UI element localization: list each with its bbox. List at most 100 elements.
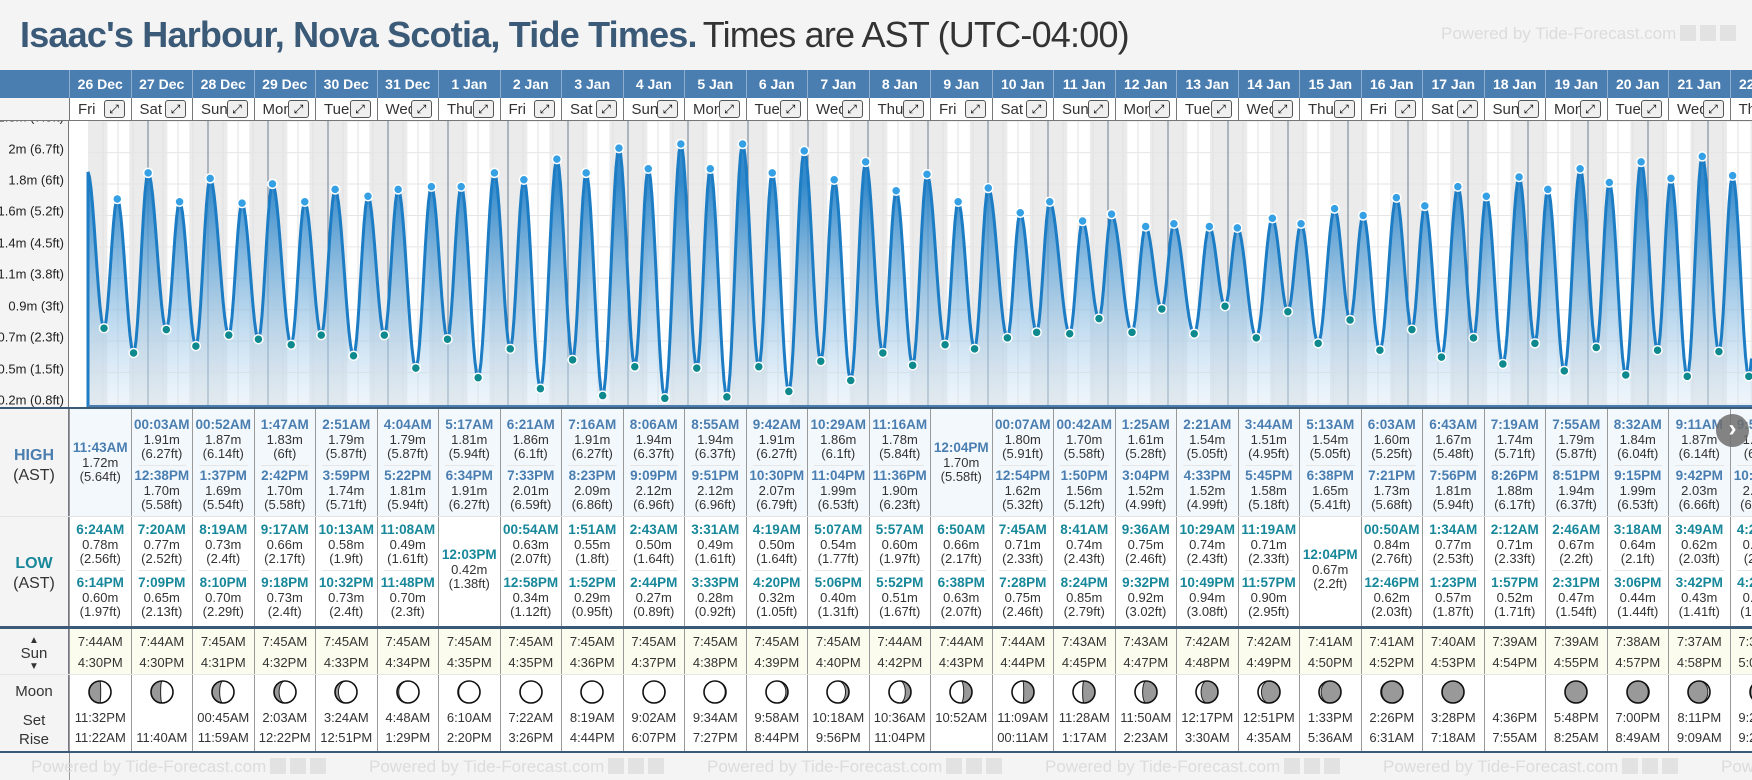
low-tide-event: 8:41AM 0.74m (2.43ft) xyxy=(1054,522,1115,567)
low-tide-cell: 11:19AM 0.71m (2.33ft) 11:57PM 0.90m (2.95ft) xyxy=(1237,517,1300,626)
high-tide-event: 10:29AM 1.86m (6.1ft) xyxy=(808,417,869,462)
weekday-cell: Sun ⤢ xyxy=(1483,98,1546,120)
y-axis-tick-label: 1.1m (3.8ft) xyxy=(0,266,64,282)
low-tide-height-m: 0.77m xyxy=(1435,536,1472,552)
low-tide-height-ft: (1.97ft) xyxy=(879,551,921,566)
high-tide-time: 8:26PM xyxy=(1491,468,1539,483)
expand-day-button[interactable]: ⤢ xyxy=(780,100,801,118)
moonrise-time: 7:55AM xyxy=(1492,730,1538,745)
high-tide-point xyxy=(1452,181,1464,192)
sun-cell: 7:39AM 4:55PM xyxy=(1545,629,1607,674)
sun-cell: 7:41AM 4:50PM xyxy=(1299,629,1361,674)
sunset-time: 4:58PM xyxy=(1676,655,1722,670)
moon-cell: 1:33PM 5:36AM xyxy=(1299,675,1361,751)
page-title: Isaac's Harbour, Nova Scotia, Tide Times… xyxy=(20,14,1130,56)
moon-cell: 3:28PM 7:18AM xyxy=(1422,675,1484,751)
low-tide-event: 12:03PM 0.42m (1.38ft) xyxy=(439,547,500,592)
date-header: 29 Dec xyxy=(253,70,316,98)
expand-day-button[interactable]: ⤢ xyxy=(964,100,986,118)
moonrise-time: 2:20PM xyxy=(446,730,492,745)
sun-cell: 7:45AM 4:40PM xyxy=(807,629,869,674)
high-tide-event: 7:56PM 1.81m (5.94ft) xyxy=(1423,468,1484,513)
low-tide-time: 00:50AM xyxy=(1363,522,1420,537)
low-tide-height-ft: (2.17ft) xyxy=(264,551,306,566)
sunset-time: 4:33PM xyxy=(323,655,369,670)
high-tide-height-m: 1.79m xyxy=(328,431,365,447)
moonrise-time: 00:11AM xyxy=(997,730,1049,745)
low-tide-event: 2:31PM 0.47m (1.54ft) xyxy=(1546,575,1607,620)
low-tide-time: 9:36AM xyxy=(1121,522,1170,537)
expand-day-button[interactable]: ⤢ xyxy=(1579,100,1601,118)
event-separator xyxy=(1121,570,1170,571)
low-tide-height-ft: (1.64ft) xyxy=(633,551,675,566)
sunrise-time: 7:43AM xyxy=(1061,634,1107,649)
expand-day-button[interactable]: ⤢ xyxy=(103,100,125,118)
high-tide-height-m: 1.61m xyxy=(1127,431,1164,447)
high-tide-time: 8:23PM xyxy=(568,468,616,483)
high-tide-height-ft: (5.87ft) xyxy=(325,446,367,461)
expand-day-button[interactable]: ⤢ xyxy=(657,100,678,118)
y-axis-tick-label: 0.5m (1.5ft) xyxy=(0,361,64,377)
high-tide-height-ft: (6.27ft) xyxy=(571,446,613,461)
expand-day-button[interactable]: ⤢ xyxy=(472,100,494,118)
expand-day-button[interactable]: ⤢ xyxy=(349,100,371,118)
low-tide-height-m: 0.49m xyxy=(389,536,426,552)
next-days-button[interactable]: › xyxy=(1716,414,1749,447)
low-tide-point xyxy=(567,354,578,366)
event-separator xyxy=(1306,465,1355,466)
expand-icon: ⤢ xyxy=(970,102,980,116)
expand-day-button[interactable]: ⤢ xyxy=(841,100,863,118)
low-tide-height-m: 0.50m xyxy=(635,536,672,552)
low-tide-point xyxy=(1219,300,1231,312)
high-tide-height-m: 1.94m xyxy=(635,431,672,447)
high-tide-point xyxy=(1419,200,1431,212)
moonrise-time: 11:40AM xyxy=(136,730,188,745)
moon-phase-icon xyxy=(1256,680,1281,704)
low-tide-time: 00:54AM xyxy=(502,522,559,537)
low-tide-event: 3:31AM 0.49m (1.61ft) xyxy=(685,522,746,567)
event-separator xyxy=(445,465,494,466)
high-tide-time: 12:04PM xyxy=(933,440,989,455)
expand-day-button[interactable]: ⤢ xyxy=(1702,100,1724,118)
moonset-time: 1:33PM xyxy=(1307,710,1353,725)
low-tide-time: 1:57PM xyxy=(1491,575,1539,590)
expand-day-button[interactable]: ⤢ xyxy=(226,100,248,118)
expand-day-button[interactable]: ⤢ xyxy=(1395,100,1416,118)
expand-day-button[interactable]: ⤢ xyxy=(1641,100,1662,118)
moon-cell: 3:24AM 12:51PM xyxy=(315,675,377,751)
expand-day-button[interactable]: ⤢ xyxy=(1272,100,1293,118)
expand-day-button[interactable]: ⤢ xyxy=(595,100,617,118)
sun-cell: 7:36AM 5:00PM xyxy=(1729,629,1752,674)
expand-day-button[interactable]: ⤢ xyxy=(411,100,432,118)
expand-day-button[interactable]: ⤢ xyxy=(1518,100,1539,118)
sunrise-time: 7:37AM xyxy=(1676,634,1722,649)
moon-phase-icon xyxy=(334,680,359,704)
sun-cell: 7:42AM 4:49PM xyxy=(1237,629,1300,674)
expand-day-button[interactable]: ⤢ xyxy=(165,100,186,118)
event-separator xyxy=(1552,570,1601,571)
moonrise-time: 9:56PM xyxy=(815,730,861,745)
expand-day-button[interactable]: ⤢ xyxy=(288,100,309,118)
expand-day-button[interactable]: ⤢ xyxy=(903,100,924,118)
moon-cell: 8:11PM 9:09AM xyxy=(1668,675,1730,751)
low-tide-event: 3:33PM 0.28m (0.92ft) xyxy=(685,575,746,620)
watermark-text: Powered by Tide-Forecast.com xyxy=(1383,757,1619,776)
moonset-time: 12:51PM xyxy=(1242,710,1295,725)
moon-phase-icon xyxy=(641,680,666,704)
expand-day-button[interactable]: ⤢ xyxy=(534,100,555,118)
expand-day-button[interactable]: ⤢ xyxy=(1210,100,1232,118)
expand-day-button[interactable]: ⤢ xyxy=(1149,100,1170,118)
high-tide-height-ft: (6.53ft) xyxy=(817,497,859,512)
date-header: 7 Jan xyxy=(807,70,869,98)
expand-day-button[interactable]: ⤢ xyxy=(1333,100,1355,118)
y-axis: 2.3m (7.5ft) 2m (6.7ft) 1.8m (6ft) 1.6m (5.… xyxy=(0,121,69,407)
moonrise-time: 8:25AM xyxy=(1553,730,1599,745)
expand-day-button[interactable]: ⤢ xyxy=(1087,100,1109,118)
expand-day-button[interactable]: ⤢ xyxy=(718,100,740,118)
event-separator xyxy=(260,465,309,466)
expand-day-button[interactable]: ⤢ xyxy=(1026,100,1047,118)
expand-day-button[interactable]: ⤢ xyxy=(1456,100,1478,118)
logo-icon xyxy=(986,758,1003,774)
low-tide-height-ft: (1.67ft) xyxy=(879,604,921,619)
weekday-label: Tue xyxy=(1185,101,1211,118)
